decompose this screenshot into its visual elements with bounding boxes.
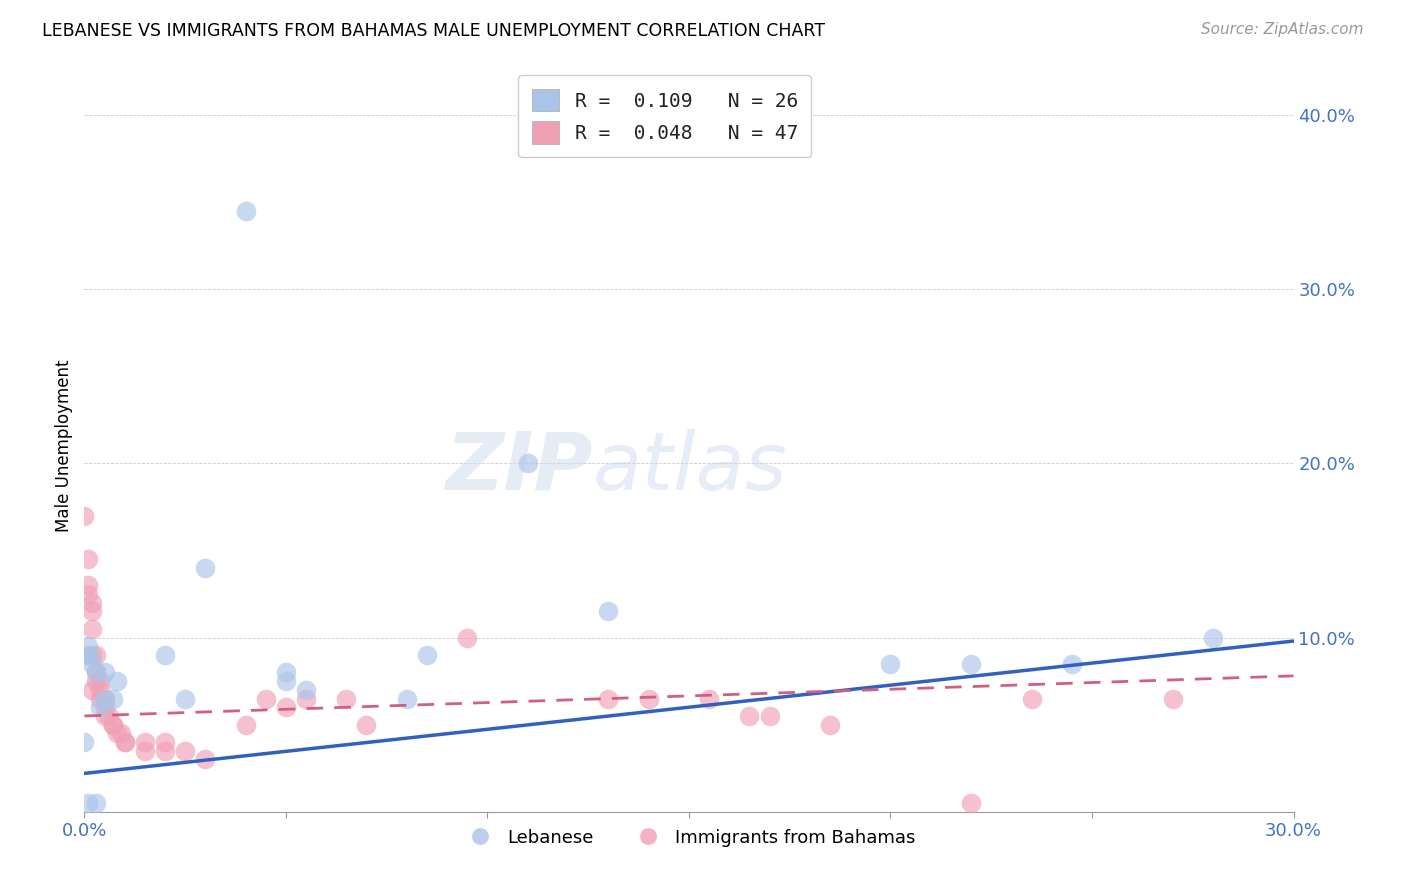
Point (77, 640, 100, 654)
Point (697, 691, 720, 706)
Point (77, 796, 100, 810)
Point (93, 691, 115, 706)
Point (335, 691, 357, 706)
Point (356, 717, 378, 731)
Point (879, 657, 901, 671)
Point (274, 700, 297, 714)
Point (758, 709, 780, 723)
Point (82, 622, 104, 636)
Point (86, 674, 108, 689)
Point (235, 717, 257, 731)
Point (86, 796, 108, 810)
Point (738, 709, 761, 723)
Point (86, 665, 108, 680)
Point (254, 691, 277, 706)
Text: atlas: atlas (592, 429, 787, 507)
Point (77, 648, 100, 662)
Point (89, 691, 111, 706)
Y-axis label: Male Unemployment: Male Unemployment (55, 359, 73, 533)
Point (153, 744, 176, 758)
Point (73, 508, 96, 523)
Point (134, 744, 156, 758)
Legend: Lebanese, Immigrants from Bahamas: Lebanese, Immigrants from Bahamas (456, 822, 922, 854)
Text: Source: ZipAtlas.com: Source: ZipAtlas.com (1201, 22, 1364, 37)
Point (93, 700, 115, 714)
Point (93, 709, 115, 723)
Point (89, 674, 111, 689)
Point (153, 648, 176, 662)
Point (77, 552, 100, 566)
Point (960, 796, 983, 810)
Point (194, 752, 217, 766)
Point (101, 717, 124, 731)
Point (134, 735, 156, 749)
Point (818, 717, 841, 731)
Point (194, 561, 217, 575)
Point (86, 648, 108, 662)
Point (89, 682, 111, 697)
Text: ZIP: ZIP (444, 429, 592, 507)
Point (1161, 691, 1184, 706)
Point (77, 578, 100, 592)
Point (114, 735, 136, 749)
Point (114, 735, 136, 749)
Point (77, 648, 100, 662)
Point (101, 691, 124, 706)
Point (174, 744, 197, 758)
Point (93, 691, 115, 706)
Point (516, 457, 538, 471)
Point (82, 657, 104, 671)
Point (153, 735, 176, 749)
Point (274, 665, 297, 680)
Point (93, 665, 115, 680)
Point (1060, 657, 1083, 671)
Point (73, 735, 96, 749)
Point (1021, 691, 1043, 706)
Point (295, 691, 318, 706)
Point (101, 717, 124, 731)
Point (456, 631, 478, 645)
Point (77, 587, 100, 601)
Point (416, 648, 439, 662)
Point (105, 726, 128, 740)
Point (1202, 631, 1225, 645)
Point (89, 700, 111, 714)
Point (295, 682, 318, 697)
Point (174, 691, 197, 706)
Point (82, 596, 104, 610)
Point (82, 604, 104, 618)
Point (82, 682, 104, 697)
Point (395, 691, 418, 706)
Point (110, 726, 132, 740)
Point (86, 665, 108, 680)
Point (637, 691, 659, 706)
Point (960, 657, 983, 671)
Point (82, 648, 104, 662)
Point (235, 203, 257, 218)
Text: LEBANESE VS IMMIGRANTS FROM BAHAMAS MALE UNEMPLOYMENT CORRELATION CHART: LEBANESE VS IMMIGRANTS FROM BAHAMAS MALE… (42, 22, 825, 40)
Point (274, 674, 297, 689)
Point (105, 674, 128, 689)
Point (598, 604, 620, 618)
Point (598, 691, 620, 706)
Point (97, 709, 120, 723)
